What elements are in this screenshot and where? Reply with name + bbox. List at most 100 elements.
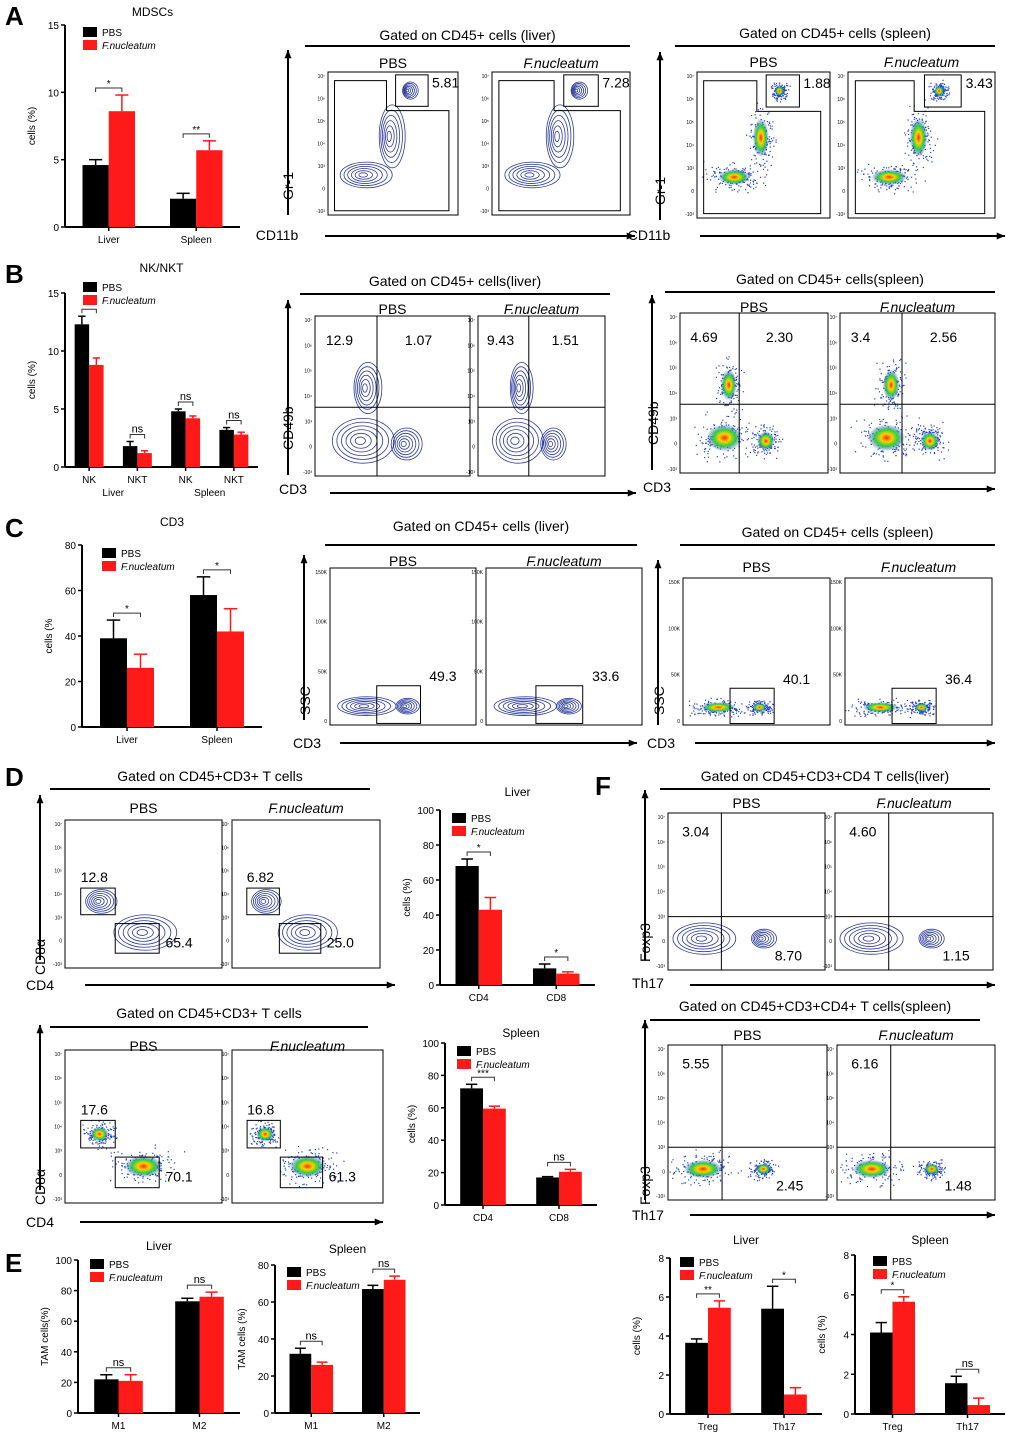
event-dot xyxy=(896,367,898,370)
significance-label: ns xyxy=(180,391,192,403)
event-dot xyxy=(720,1161,722,1163)
event-dot xyxy=(936,1173,938,1175)
event-dot xyxy=(899,359,901,362)
event-dot xyxy=(857,169,859,171)
event-dot xyxy=(107,1128,109,1131)
event-dot xyxy=(918,1165,920,1168)
event-dot xyxy=(894,168,897,170)
contour-line xyxy=(354,436,366,445)
y-tick-label: 40 xyxy=(423,911,435,922)
event-dot xyxy=(937,431,939,433)
bar-pbs xyxy=(171,411,186,467)
flow-panel-6: Gated on CD45+CD3+ T cellsCD8αCD4PBS10⁷1… xyxy=(26,768,395,993)
event-dot xyxy=(100,1142,102,1144)
axis-tick-label: 100K xyxy=(830,626,842,632)
contour-line xyxy=(396,435,414,453)
event-dot xyxy=(919,1171,921,1173)
event-dot xyxy=(112,1160,114,1162)
density-core xyxy=(933,85,945,97)
event-dot xyxy=(713,170,715,173)
axis-tick-label: 10⁶ xyxy=(657,840,665,846)
contour-line xyxy=(516,168,545,182)
event-dot xyxy=(766,1161,768,1163)
event-dot xyxy=(774,431,776,433)
x-tick-label: Spleen xyxy=(181,235,212,246)
axis-tick-label: 10⁵ xyxy=(481,119,489,125)
legend-label-fn: F.nucleatum xyxy=(892,1270,946,1281)
event-dot xyxy=(927,1162,929,1164)
event-dot xyxy=(941,85,943,87)
event-dot xyxy=(929,705,931,707)
axis-tick-label: 10⁷ xyxy=(838,74,846,80)
event-dot xyxy=(910,712,913,714)
event-dot xyxy=(681,1173,683,1175)
event-dot xyxy=(912,191,914,193)
event-dot xyxy=(752,713,754,715)
event-dot xyxy=(718,712,720,714)
event-dot xyxy=(675,1170,677,1172)
event-dot xyxy=(922,447,924,449)
flow-panel-9: Gated on CD45+CD3+CD4+ T cells(spleen)Fo… xyxy=(632,998,996,1223)
event-dot xyxy=(713,423,715,426)
axis-tick-label: -10³ xyxy=(668,467,677,473)
event-dot xyxy=(97,1143,99,1145)
event-dot xyxy=(113,1127,115,1130)
event-dot xyxy=(912,1165,915,1167)
event-dot xyxy=(851,1157,853,1159)
event-dot xyxy=(925,1172,927,1174)
event-dot xyxy=(899,378,902,380)
event-dot xyxy=(694,713,696,716)
event-dot xyxy=(766,708,768,710)
event-dot xyxy=(706,1179,708,1181)
event-dot xyxy=(888,167,890,169)
event-dot xyxy=(919,1165,921,1167)
event-dot xyxy=(768,139,770,141)
event-dot xyxy=(287,1161,290,1163)
event-dot xyxy=(121,1162,123,1164)
event-dot xyxy=(123,1176,126,1179)
event-dot xyxy=(752,433,754,435)
event-dot xyxy=(895,370,897,372)
gate-percentage: 6.16 xyxy=(851,1055,878,1071)
event-dot xyxy=(782,438,784,440)
y-axis-arrow-head xyxy=(36,795,44,804)
event-dot xyxy=(773,93,775,96)
event-dot xyxy=(907,170,909,172)
event-dot xyxy=(755,117,757,119)
event-dot xyxy=(847,1168,850,1171)
event-dot xyxy=(778,84,780,86)
y-axis-arrow-head xyxy=(654,560,662,569)
axis-tick-label: 10⁴ xyxy=(657,890,665,896)
event-dot xyxy=(912,705,914,708)
event-dot xyxy=(932,91,934,93)
event-dot xyxy=(923,1167,925,1170)
event-dot xyxy=(895,364,897,366)
event-dot xyxy=(912,708,914,710)
contour-line xyxy=(550,120,566,153)
event-dot xyxy=(319,1180,321,1182)
event-dot xyxy=(754,1170,757,1172)
density-core xyxy=(756,431,775,451)
event-dot xyxy=(763,424,765,426)
event-dot xyxy=(784,97,786,100)
event-dot xyxy=(768,112,770,114)
axis-tick-label: 10⁵ xyxy=(304,369,312,375)
event-dot xyxy=(335,1165,338,1167)
event-dot xyxy=(929,699,931,702)
event-dot xyxy=(857,698,860,700)
event-dot xyxy=(856,711,858,713)
event-dot xyxy=(724,457,726,459)
contour-line xyxy=(85,889,118,914)
x-tick-label: M1 xyxy=(112,1421,126,1432)
chart-title: MDSCs xyxy=(132,5,173,19)
event-dot xyxy=(751,1171,753,1173)
event-dot xyxy=(774,433,776,436)
axis-tick-label: 10⁷ xyxy=(670,315,678,321)
event-dot xyxy=(904,132,906,134)
plot-label: PBS xyxy=(389,553,417,569)
x-tick-label: M1 xyxy=(304,1421,318,1432)
significance-label: ns xyxy=(228,410,240,422)
event-dot xyxy=(752,146,755,148)
event-dot xyxy=(921,119,924,121)
